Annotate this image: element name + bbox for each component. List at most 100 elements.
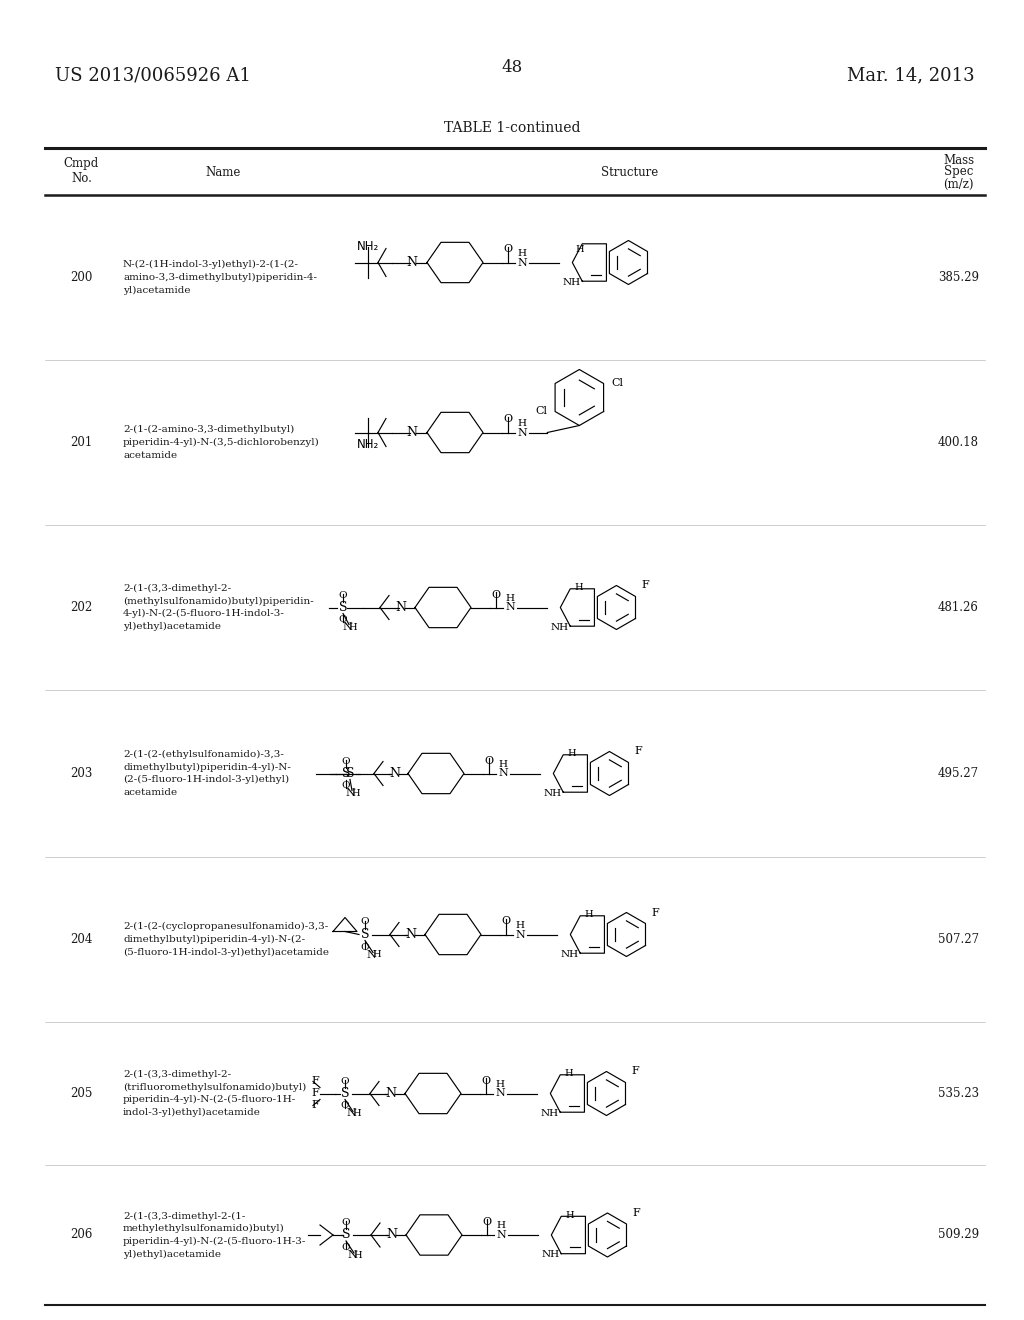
Text: Name: Name: [206, 165, 241, 178]
Text: O: O: [482, 1217, 492, 1228]
Text: 495.27: 495.27: [938, 767, 979, 780]
Text: S: S: [346, 767, 354, 780]
Text: H: H: [373, 950, 381, 960]
Text: F: F: [651, 908, 659, 917]
Text: 204: 204: [71, 933, 93, 946]
Text: F: F: [311, 1089, 318, 1098]
Text: N: N: [517, 428, 527, 437]
Text: O: O: [504, 244, 513, 255]
Text: TABLE 1-continued: TABLE 1-continued: [443, 121, 581, 135]
Text: F: F: [633, 1208, 640, 1218]
Text: H: H: [517, 249, 526, 257]
Text: O: O: [502, 916, 511, 927]
Text: N: N: [406, 928, 417, 941]
Text: S: S: [360, 928, 370, 941]
Text: 507.27: 507.27: [938, 933, 979, 946]
Text: O: O: [341, 1077, 349, 1085]
Text: 2-(1-(3,3-dimethyl-2-(1-
methylethylsulfonamido)butyl)
piperidin-4-yl)-N-(2-(5-f: 2-(1-(3,3-dimethyl-2-(1- methylethylsulf…: [123, 1212, 306, 1258]
Text: 200: 200: [71, 271, 93, 284]
Text: H: H: [351, 789, 360, 799]
Text: H: H: [499, 760, 507, 770]
Text: F: F: [635, 747, 642, 756]
Text: Mass: Mass: [943, 153, 974, 166]
Text: 400.18: 400.18: [938, 436, 979, 449]
Text: Structure: Structure: [601, 165, 658, 178]
Text: Spec: Spec: [944, 165, 973, 178]
Text: (m/z): (m/z): [943, 177, 974, 190]
Text: H: H: [517, 418, 526, 428]
Text: F: F: [311, 1077, 318, 1086]
Text: N-(2-(1H-indol-3-yl)ethyl)-2-(1-(2-
amino-3,3-dimethylbutyl)piperidin-4-
yl)acet: N-(2-(1H-indol-3-yl)ethyl)-2-(1-(2- amin…: [123, 260, 317, 294]
Text: S: S: [342, 767, 350, 780]
Text: N: N: [407, 426, 418, 440]
Text: N: N: [505, 602, 515, 612]
Text: Mar. 14, 2013: Mar. 14, 2013: [848, 66, 975, 84]
Text: N: N: [347, 1250, 357, 1261]
Text: N: N: [496, 1089, 505, 1098]
Text: O: O: [342, 1243, 350, 1251]
Text: H: H: [496, 1080, 505, 1089]
Text: NH: NH: [543, 789, 561, 797]
Text: N: N: [386, 1229, 397, 1242]
Text: N: N: [389, 767, 400, 780]
Text: N: N: [342, 623, 352, 632]
Text: H: H: [564, 1069, 573, 1078]
Text: N: N: [517, 257, 527, 268]
Text: 202: 202: [71, 601, 92, 614]
Text: 206: 206: [71, 1229, 93, 1242]
Text: O: O: [484, 755, 494, 766]
Text: O: O: [339, 590, 347, 599]
Text: H: H: [515, 921, 524, 931]
Text: H: H: [575, 244, 584, 253]
Text: H: H: [567, 750, 577, 758]
Text: F: F: [311, 1101, 318, 1110]
Text: NH₂: NH₂: [357, 240, 379, 253]
Text: NH: NH: [541, 1250, 559, 1259]
Text: N: N: [346, 1109, 356, 1118]
Text: H: H: [574, 583, 584, 593]
Text: 2-(1-(2-(cyclopropanesulfonamido)-3,3-
dimethylbutyl)piperidin-4-yl)-N-(2-
(5-fl: 2-(1-(2-(cyclopropanesulfonamido)-3,3- d…: [123, 923, 329, 957]
Text: Cl: Cl: [536, 407, 548, 417]
Text: NH: NH: [541, 1109, 558, 1118]
Text: 203: 203: [71, 767, 93, 780]
Text: F: F: [642, 581, 649, 590]
Text: NH: NH: [562, 277, 581, 286]
Text: No.: No.: [71, 172, 92, 185]
Text: 2-(1-(2-amino-3,3-dimethylbutyl)
piperidin-4-yl)-N-(3,5-dichlorobenzyl)
acetamid: 2-(1-(2-amino-3,3-dimethylbutyl) piperid…: [123, 425, 319, 459]
Text: US 2013/0065926 A1: US 2013/0065926 A1: [55, 66, 251, 84]
Text: S: S: [341, 1086, 349, 1100]
Text: S: S: [342, 1229, 350, 1242]
Text: O: O: [360, 942, 370, 952]
Text: H: H: [565, 1210, 574, 1220]
Text: S: S: [339, 601, 347, 614]
Text: O: O: [342, 1218, 350, 1228]
Text: 201: 201: [71, 436, 92, 449]
Text: N: N: [515, 929, 525, 940]
Text: N: N: [395, 601, 407, 614]
Text: NH: NH: [550, 623, 568, 632]
Text: N: N: [497, 1230, 506, 1239]
Text: O: O: [342, 756, 350, 766]
Text: O: O: [360, 917, 370, 927]
Text: O: O: [492, 590, 501, 599]
Text: N: N: [345, 788, 355, 799]
Text: H: H: [497, 1221, 505, 1230]
Text: 535.23: 535.23: [938, 1086, 979, 1100]
Text: N: N: [385, 1086, 396, 1100]
Text: O: O: [339, 615, 347, 624]
Text: O: O: [342, 781, 350, 791]
Text: H: H: [353, 1250, 362, 1259]
Text: F: F: [632, 1067, 640, 1077]
Text: 2-(1-(2-(ethylsulfonamido)-3,3-
dimethylbutyl)piperidin-4-yl)-N-
(2-(5-fluoro-1H: 2-(1-(2-(ethylsulfonamido)-3,3- dimethyl…: [123, 750, 291, 797]
Text: Cmpd: Cmpd: [63, 157, 99, 169]
Text: 2-(1-(3,3-dimethyl-2-
(methylsulfonamido)butyl)piperidin-
4-yl)-N-(2-(5-fluoro-1: 2-(1-(3,3-dimethyl-2- (methylsulfonamido…: [123, 583, 313, 631]
Text: H: H: [585, 911, 593, 919]
Text: 2-(1-(3,3-dimethyl-2-
(trifluoromethylsulfonamido)butyl)
piperidin-4-yl)-N-(2-(5: 2-(1-(3,3-dimethyl-2- (trifluoromethylsu…: [123, 1071, 306, 1117]
Text: 481.26: 481.26: [938, 601, 979, 614]
Text: NH: NH: [560, 949, 579, 958]
Text: H: H: [349, 623, 357, 632]
Text: H: H: [352, 1109, 361, 1118]
Text: N: N: [499, 768, 508, 779]
Text: 48: 48: [502, 59, 522, 77]
Text: O: O: [481, 1076, 490, 1085]
